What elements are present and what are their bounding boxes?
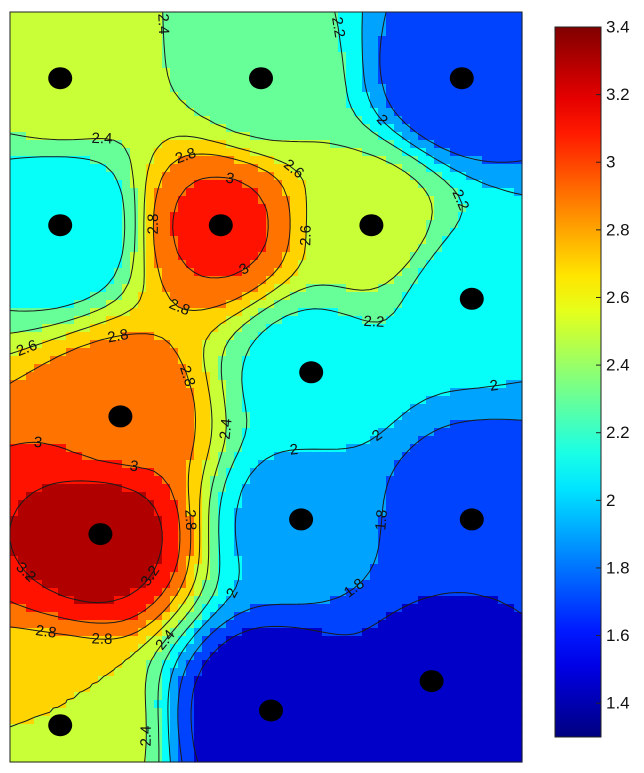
contour-label: 2.8: [176, 364, 199, 389]
contour-line-2-8: [9, 153, 291, 640]
contour-line-2-2: [9, 11, 463, 762]
contour-line-2-6: [9, 135, 308, 728]
sample-point: [459, 287, 484, 310]
contour-label: 2.8: [34, 622, 57, 642]
sample-point: [48, 67, 73, 90]
colorbar-gradient: [554, 26, 602, 738]
colorbar-tick-label: 2.2: [606, 423, 630, 442]
contour-line-3: [9, 176, 269, 624]
colorbar-tick-label: 1.4: [606, 694, 630, 713]
contour-label: 2.8: [106, 326, 130, 347]
colorbar-tick-label: 1.8: [606, 558, 630, 577]
colorbar-tick-label: 2.8: [606, 220, 630, 239]
colorbar-tick-label: 3: [606, 153, 615, 172]
sample-point: [259, 699, 283, 722]
sample-point: [249, 67, 273, 90]
contour-label: 2.6: [297, 225, 315, 246]
contour-line-2-4: [9, 11, 433, 763]
contour-line-1-6: [190, 592, 523, 763]
contour-label: 2.2: [448, 187, 472, 213]
sample-point: [88, 523, 113, 546]
sample-point: [48, 214, 73, 237]
contour-label: 2.8: [167, 296, 193, 320]
sample-point: [359, 214, 384, 237]
contour-label: 2.8: [181, 509, 199, 531]
contour-label: 2.8: [173, 144, 198, 167]
contour-label: 2.4: [154, 13, 172, 35]
contour-label: 2: [289, 441, 299, 459]
colorbar-ticks: 3.4 3.2 3 2.8 2.6 2.4 2.2 2 1.8 1.6 1.4: [596, 18, 630, 713]
colorbar-tick-label: 2.6: [606, 288, 630, 307]
contour-fill: [10, 12, 523, 763]
sample-point: [48, 714, 73, 737]
sample-point: [459, 508, 484, 531]
sample-point: [299, 361, 324, 384]
contour-label: 2.4: [138, 725, 155, 746]
contour-lines: [9, 11, 523, 763]
contour-label: 2.4: [91, 130, 112, 148]
colorbar-tick-label: 2: [606, 491, 615, 510]
contour-label: 3: [128, 457, 139, 475]
contour-label: 3: [224, 169, 235, 187]
sample-point: [289, 508, 314, 531]
contour-label: 2.6: [14, 337, 40, 360]
contour-label: 2.2: [363, 313, 385, 331]
contour-label: 2.8: [91, 630, 112, 648]
contour-label: 3: [33, 434, 43, 452]
sample-points: [48, 67, 484, 737]
colorbar-tick-label: 3.4: [606, 18, 630, 37]
contour-label: 2.4: [217, 418, 236, 440]
sample-point: [419, 670, 444, 693]
contour-line-1-8: [177, 11, 523, 763]
contour-line-2: [167, 11, 523, 763]
sample-point: [449, 67, 474, 90]
contour-label: 2.8: [145, 213, 162, 234]
colorbar-tick-label: 1.6: [606, 626, 630, 645]
sample-point: [208, 214, 233, 237]
contour-label: 2: [489, 377, 500, 395]
plot-frame: [9, 11, 523, 763]
contour-label: 2.2: [328, 16, 348, 39]
colorbar-tick-label: 2.4: [606, 356, 630, 375]
contour-label: 1.8: [372, 509, 391, 531]
colorbar: 3.4 3.2 3 2.8 2.6 2.4 2.2 2 1.8 1.6 1.4: [554, 18, 630, 738]
plot-area: 2.6 2.4 2.4 2.8 2.8 2.8 3 2.8 2.6 2.4 2.2 2.2 3 3 2.8 2…: [9, 11, 523, 763]
sample-point: [108, 405, 133, 428]
colorbar-tick-label: 3.2: [606, 85, 630, 104]
